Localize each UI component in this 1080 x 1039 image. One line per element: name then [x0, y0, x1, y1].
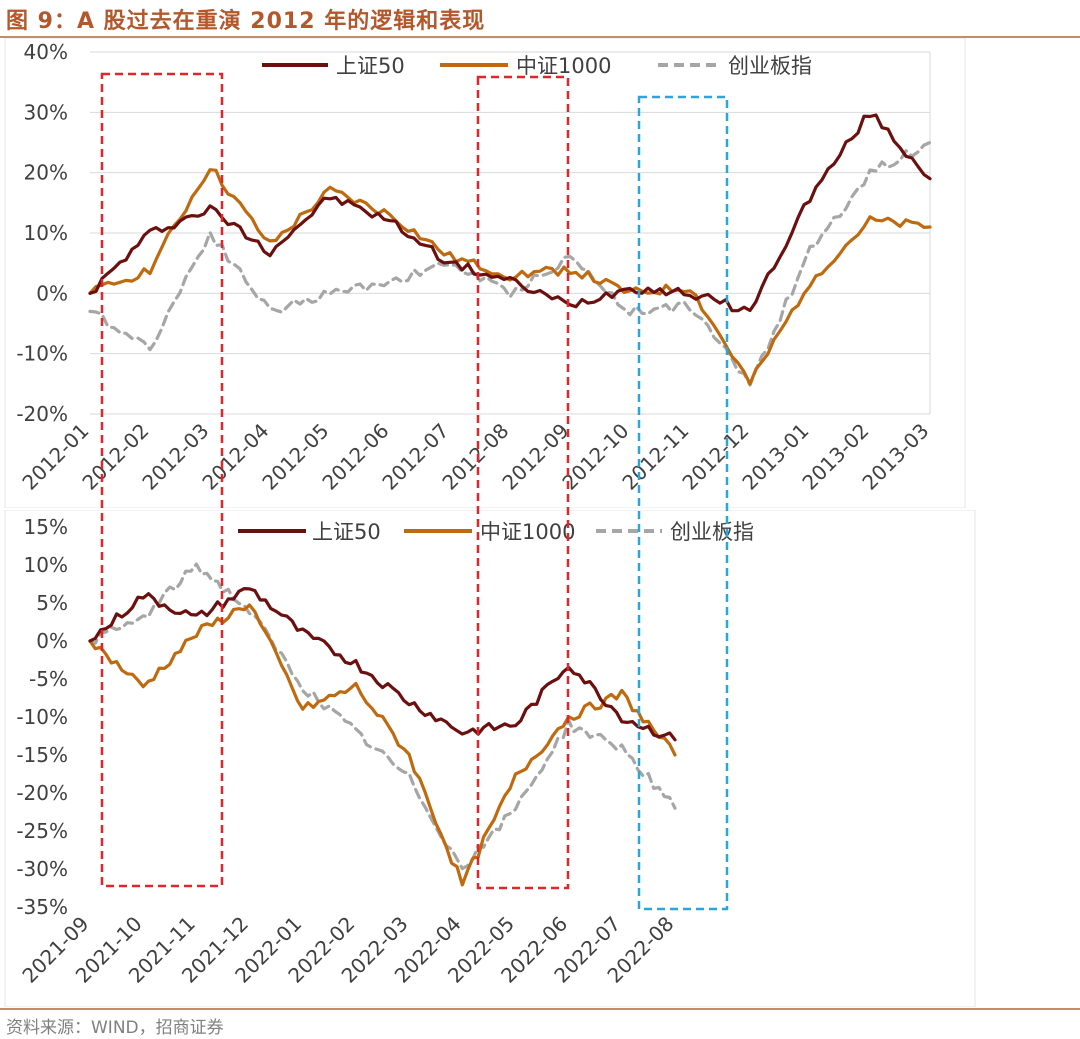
chart-2022-series — [88, 562, 677, 887]
y-tick-label: 20% — [24, 161, 68, 185]
legend-label-sz50: 上证50 — [312, 520, 381, 544]
chart-2022: -35% -30% -25% -20% -15% -10% -5% 0% 5% 10% 15% 20… — [4, 510, 976, 1007]
chart-2012-gridlines — [90, 51, 931, 415]
legend-label-cyb: 创业板指 — [728, 54, 812, 78]
chart-2012-series — [88, 113, 932, 387]
x-tick-label: 2013-03 — [857, 419, 933, 495]
y-tick-label: 5% — [36, 591, 68, 615]
chart-2012-legend: 上证50 中证1000 创业板指 — [262, 54, 812, 78]
y-tick-label: -10% — [16, 342, 68, 366]
legend-label-cyb: 创业板指 — [670, 520, 754, 544]
y-tick-label: 10% — [24, 221, 68, 245]
y-tick-label: -35% — [16, 895, 68, 919]
chart-2012-frame — [4, 38, 966, 508]
y-tick-label: 0% — [36, 629, 68, 653]
y-tick-label: -30% — [16, 857, 68, 881]
figure-title: 图 9：A 股过去在重演 2012 年的逻辑和表现 — [6, 9, 486, 34]
chart-2022-legend: 上证50 中证1000 创业板指 — [238, 520, 754, 544]
y-tick-label: 40% — [24, 40, 68, 64]
chart-2022-y-ticks: -35% -30% -25% -20% -15% -10% -5% 0% 5% 10% 15% — [16, 515, 68, 919]
chart-2022-frame — [4, 510, 976, 1007]
y-tick-label: -25% — [16, 819, 68, 843]
chart-2012-x-ticks: 2012-012012-022012-032012-042012-052012-… — [17, 419, 933, 495]
y-tick-label: 15% — [24, 515, 68, 539]
y-tick-label: -5% — [29, 667, 68, 691]
chart-2022-x-ticks: 2021-092021-102021-112021-122022-012022-… — [17, 912, 678, 988]
legend-label-sz50: 上证50 — [336, 54, 405, 78]
y-tick-label: -20% — [16, 781, 68, 805]
chart-2012: -20% -10% 0% 10% 20% 30% 40% 2012-012012-02201… — [4, 38, 966, 508]
legend-label-zz1000: 中证1000 — [480, 520, 575, 544]
y-tick-label: 10% — [24, 553, 68, 577]
title-divider — [0, 36, 1080, 38]
y-tick-label: 30% — [24, 100, 68, 124]
source-note: 资料来源：WIND，招商证券 — [6, 1018, 224, 1038]
chart-2012-y-ticks: -20% -10% 0% 10% 20% 30% 40% — [16, 40, 68, 426]
y-tick-label: -10% — [16, 705, 68, 729]
footer-divider — [0, 1008, 1080, 1010]
series-line-zz1000 — [88, 603, 677, 887]
y-tick-label: 0% — [36, 281, 68, 305]
legend-label-zz1000: 中证1000 — [516, 54, 611, 78]
y-tick-label: -20% — [16, 402, 68, 426]
y-tick-label: -15% — [16, 743, 68, 767]
series-line-cyb — [88, 140, 932, 387]
